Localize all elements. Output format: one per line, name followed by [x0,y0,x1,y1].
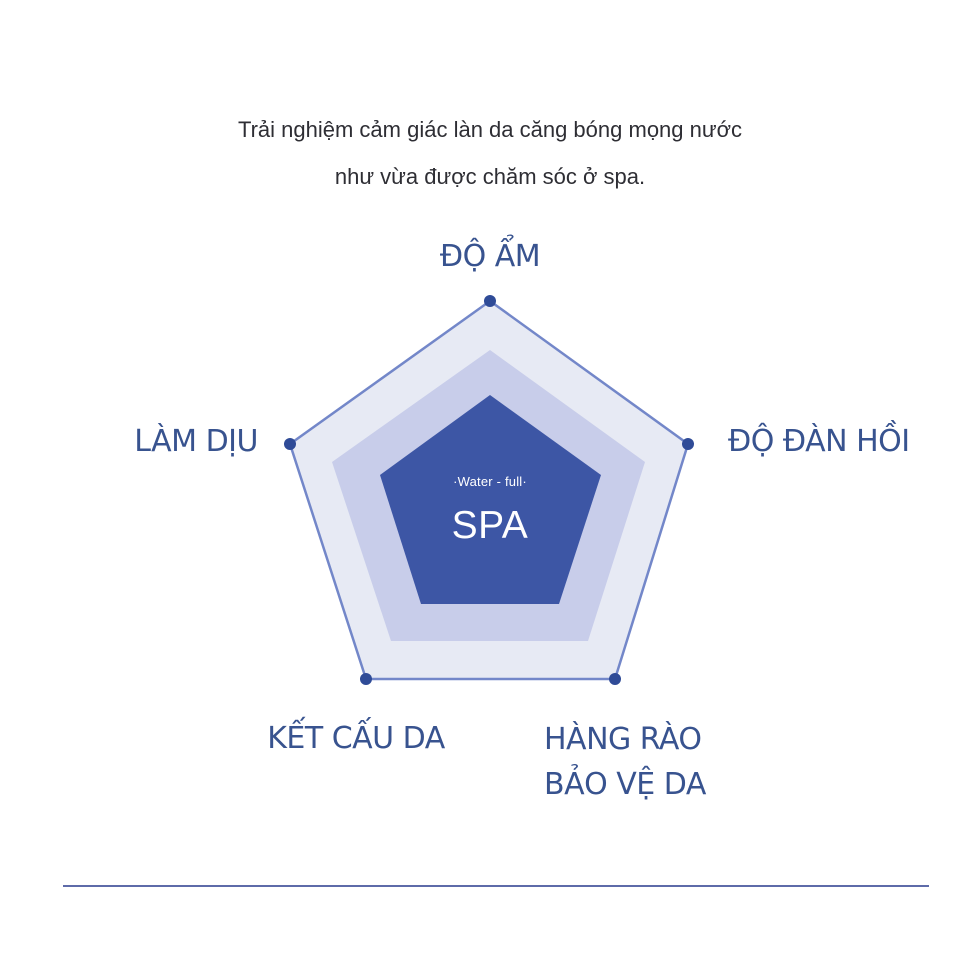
label-top: ĐỘ ẨM [439,239,541,274]
top-node-dot [484,295,496,307]
intro-line-1: Trải nghiệm cảm giác làn da căng bóng mọ… [237,117,743,142]
label-bottom-right-line-1: HÀNG RÀO [544,722,702,757]
center-title: SPA [451,504,529,547]
inner-pentagon [380,395,601,604]
right-node-dot [682,438,694,450]
bottom-right-node-dot [609,673,621,685]
center-subtitle: ·Water - full· [453,474,527,489]
label-bottom-right: HÀNG RÀO BẢO VỆ DA [544,717,706,807]
bottom-left-node-dot [360,673,372,685]
intro-line-2: như vừa được chăm sóc ở spa. [334,164,646,189]
left-node-dot [284,438,296,450]
label-left: LÀM DỊU [134,424,258,459]
label-bottom-left: KẾT CẤU DA [267,721,445,756]
label-right: ĐỘ ĐÀN HỒI [728,424,910,459]
intro-text: Trải nghiệm cảm giác làn da căng bóng mọ… [0,106,980,200]
label-bottom-right-line-2: BẢO VỆ DA [544,767,706,802]
bottom-divider [63,885,929,887]
